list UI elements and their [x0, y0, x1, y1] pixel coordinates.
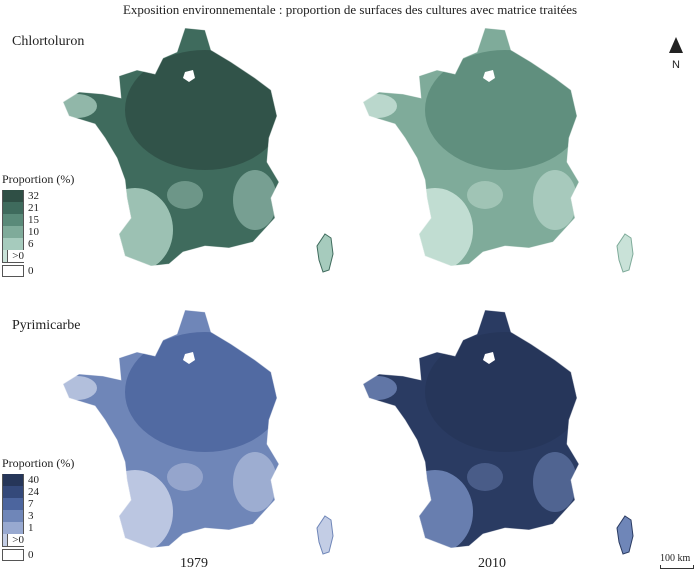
light-patch [167, 463, 203, 491]
legend-item-label: 0 [28, 549, 34, 561]
legend-swatch [2, 534, 9, 546]
legend-swatch [2, 549, 24, 561]
paris-area [483, 352, 495, 364]
legend-item: 40 [2, 474, 74, 486]
legend-swatch [2, 238, 24, 250]
light-patch [397, 188, 473, 266]
dark-patch [125, 332, 279, 452]
legend-item: >0 [2, 534, 24, 547]
legend-item: 10 [2, 226, 74, 238]
legend-item: 7 [2, 498, 74, 510]
map-pyrimicarbe-1979 [62, 309, 334, 555]
light-patch [363, 94, 397, 118]
map-chlortoluron-1979 [62, 27, 334, 273]
legend-item-label: 7 [28, 498, 34, 510]
north-arrow-label: N [672, 59, 680, 71]
legend-item: 15 [2, 214, 74, 226]
light-patch [233, 170, 277, 230]
light-patch [467, 463, 503, 491]
corsica-region [316, 515, 334, 555]
legend-item-label: >0 [12, 250, 24, 262]
light-patch [533, 170, 577, 230]
panel-label-pyrimicarbe: Pyrimicarbe [12, 318, 81, 333]
legend-swatch [2, 202, 24, 214]
paris-area [483, 70, 495, 82]
legend-item: 3 [2, 510, 74, 522]
map-chlortoluron-2010 [362, 27, 634, 273]
scale-bar-line [660, 565, 694, 569]
legend-item-label: 21 [28, 202, 39, 214]
legend-item: 0 [2, 549, 74, 561]
legend-pyrimicarbe: Proportion (%) 40 24 7 3 1 >0 0 [2, 456, 74, 561]
legend-item-label: 40 [28, 474, 39, 486]
north-arrow: N [666, 36, 686, 71]
map-pyrimicarbe-2010 [362, 309, 634, 555]
legend-swatch [2, 250, 9, 262]
legend-item-label: 6 [28, 238, 34, 250]
legend-item: 0 [2, 265, 74, 277]
france-outline [362, 309, 580, 549]
legend-item-label: 32 [28, 190, 39, 202]
year-label-left: 1979 [180, 556, 208, 571]
corsica-region [616, 233, 634, 273]
legend-item-label: 0 [28, 265, 34, 277]
light-patch [233, 452, 277, 512]
legend-item: 1 [2, 522, 74, 534]
legend-item: 21 [2, 202, 74, 214]
year-label-right: 2010 [478, 556, 506, 571]
paris-area [183, 70, 195, 82]
corsica-region [316, 233, 334, 273]
light-patch [63, 376, 97, 400]
light-patch [63, 94, 97, 118]
light-patch [397, 470, 473, 548]
light-patch [363, 376, 397, 400]
legend-item-label: 3 [28, 510, 34, 522]
light-patch [97, 188, 173, 266]
dark-patch [425, 332, 579, 452]
corsica-region [616, 515, 634, 555]
legend-item-label: 1 [28, 522, 34, 534]
legend-item: 32 [2, 190, 74, 202]
legend-title: Proportion (%) [2, 456, 75, 470]
legend-title: Proportion (%) [2, 172, 75, 186]
paris-area [183, 352, 195, 364]
dark-patch [425, 50, 579, 170]
legend-swatch [2, 190, 24, 202]
france-outline [362, 27, 580, 267]
legend-item: >0 [2, 250, 24, 263]
legend-item-label: 24 [28, 486, 39, 498]
legend-swatch [2, 522, 24, 534]
legend-swatch [2, 214, 24, 226]
legend-swatch [2, 510, 24, 522]
legend-item-label: >0 [12, 534, 24, 546]
light-patch [97, 470, 173, 548]
legend-item: 24 [2, 486, 74, 498]
light-patch [467, 181, 503, 209]
legend-swatch [2, 265, 24, 277]
legend-item-label: 15 [28, 214, 39, 226]
light-patch [167, 181, 203, 209]
map-patches [63, 50, 279, 266]
legend-swatch [2, 226, 24, 238]
france-outline [62, 309, 280, 549]
legend-chlortoluron: Proportion (%) 32 21 15 10 6 >0 0 [2, 172, 74, 277]
legend-swatch [2, 498, 24, 510]
dark-patch [125, 50, 279, 170]
light-patch [533, 452, 577, 512]
scale-bar-label: 100 km [660, 553, 691, 564]
map-title: Exposition environnementale : proportion… [122, 2, 578, 17]
scale-bar: 100 km [660, 553, 700, 569]
legend-swatch [2, 486, 24, 498]
north-arrow-icon [669, 37, 683, 53]
legend-item: 6 [2, 238, 74, 250]
france-outline [62, 27, 280, 267]
panel-label-chlortoluron: Chlortoluron [12, 34, 85, 49]
legend-swatch [2, 474, 24, 486]
legend-item-label: 10 [28, 226, 39, 238]
